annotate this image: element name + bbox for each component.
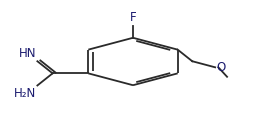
Text: O: O <box>217 61 226 74</box>
Text: HN: HN <box>19 47 36 60</box>
Text: H₂N: H₂N <box>14 87 36 100</box>
Text: F: F <box>130 11 136 24</box>
